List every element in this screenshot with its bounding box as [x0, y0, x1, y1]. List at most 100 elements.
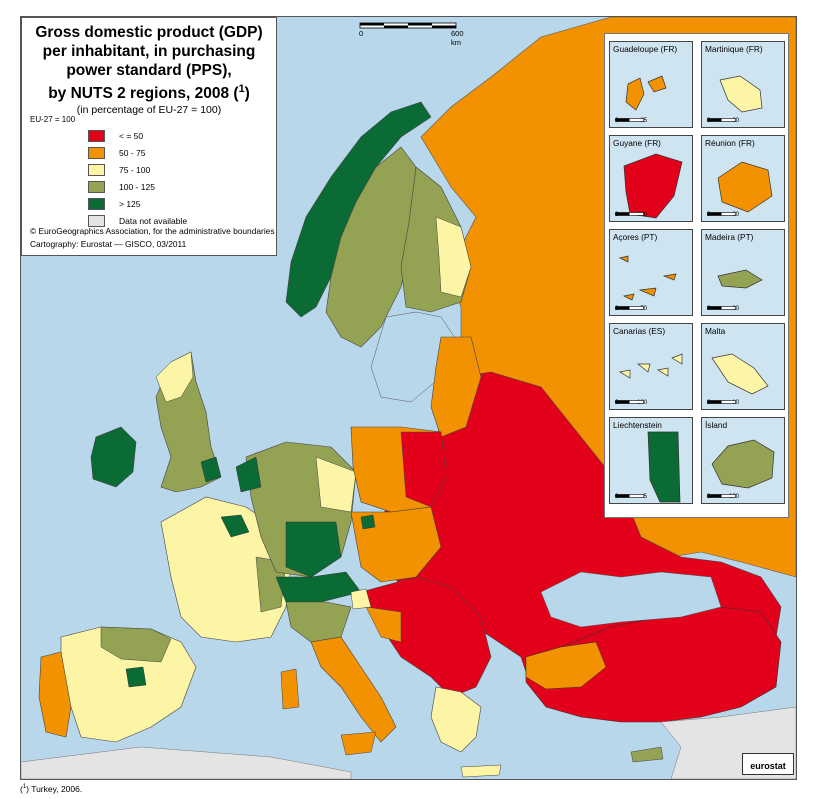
region-slovenia — [350, 588, 372, 610]
title-line-1: Gross domestic product (GDP) — [35, 24, 263, 41]
region-italy-south — [310, 636, 397, 743]
region-scotland — [155, 351, 194, 403]
inset-scale: 025 — [615, 118, 647, 124]
region-cyprus — [630, 746, 664, 763]
legend-swatch — [88, 180, 105, 193]
region-croatia — [365, 606, 402, 643]
inset-label: Malta — [705, 326, 726, 336]
inset-label: Guyane (FR) — [613, 138, 661, 148]
region-germany-east — [315, 456, 357, 513]
inset-scale: 05 — [615, 494, 647, 500]
inset-map: Guadeloupe (FR) 025 — [609, 41, 693, 128]
region-spain-north — [100, 626, 172, 663]
footnote-text: Turkey, 2006. — [31, 784, 83, 794]
credit-boundaries: © EuroGeographics Association, for the a… — [30, 226, 275, 236]
region-france — [160, 496, 292, 643]
region-ireland — [90, 426, 137, 488]
region-portugal — [38, 651, 72, 738]
inset-shape — [717, 269, 763, 289]
inset-map: Malta 010 — [701, 323, 785, 410]
legend-label: Data not available — [119, 215, 188, 226]
region-madrid — [125, 666, 147, 688]
region-turkey — [525, 606, 782, 723]
region-netherlands — [235, 456, 262, 493]
legend-row: 100 - 125 — [88, 180, 155, 193]
inset-map: Martinique (FR) 020 — [701, 41, 785, 128]
legend-label: 75 - 100 — [119, 164, 151, 175]
region-france-paris — [220, 514, 250, 538]
inset-label: Guadeloupe (FR) — [613, 44, 678, 54]
inset-shape — [711, 353, 769, 395]
inset-shape — [619, 353, 683, 379]
region-italy-north — [285, 601, 352, 643]
inset-label: Martinique (FR) — [705, 44, 763, 54]
inset-shape — [623, 153, 683, 219]
region-finland-east — [435, 216, 472, 298]
inset-scale: 010 — [707, 400, 739, 406]
region-sicily — [340, 731, 377, 756]
region-poland-east — [400, 431, 447, 508]
legend-swatch — [88, 197, 105, 210]
credit-cartography: Cartography: Eurostat — GISCO, 03/2011 — [30, 239, 187, 249]
region-prague — [360, 514, 376, 530]
footnote-number: 1 — [22, 784, 27, 791]
legend-label: 50 - 75 — [119, 147, 146, 158]
inset-label: Réunion (FR) — [705, 138, 755, 148]
region-turkey-west — [525, 641, 607, 690]
region-sardinia — [280, 668, 300, 710]
scale-bar-graphic — [359, 22, 457, 29]
legend-swatch — [88, 146, 105, 159]
legend-swatch — [88, 129, 105, 142]
region-london — [200, 456, 222, 483]
legend-subtitle: (in percentage of EU-27 = 100) — [76, 104, 222, 117]
legend: Gross domestic product (GDP) per inhabit… — [21, 17, 277, 256]
eurostat-logo: eurostat — [742, 753, 794, 775]
inset-map: Réunion (FR) 020 — [701, 135, 785, 222]
legend-row: 75 - 100 — [88, 163, 150, 176]
inset-label: Canarias (ES) — [613, 326, 666, 336]
inset-label: Açores (PT) — [613, 232, 658, 242]
inset-map: Liechtenstein 05 — [609, 417, 693, 504]
inset-scale: 020 — [707, 212, 739, 218]
region-balkans — [360, 576, 492, 698]
inset-panel: Guadeloupe (FR) 025 Martinique (FR) 020 Guya… — [604, 33, 789, 518]
legend-row: 50 - 75 — [88, 146, 145, 159]
legend-label: 100 - 125 — [119, 181, 155, 192]
inset-scale: 050 — [615, 306, 647, 312]
black-sea — [540, 571, 722, 628]
legend-label: < = 50 — [119, 130, 144, 141]
scale-bar: 0 600 km — [359, 18, 469, 47]
footnote: (1) Turkey, 2006. — [20, 784, 83, 794]
title-note: 1 — [238, 83, 245, 95]
scale-start: 0 — [359, 29, 364, 38]
region-baltics — [430, 336, 482, 438]
inset-shape — [625, 75, 667, 111]
region-norway — [285, 101, 432, 318]
region-crete — [460, 764, 502, 778]
legend-row: Data not available — [88, 214, 187, 227]
map-frame: Gross domestic product (GDP) per inhabit… — [20, 16, 797, 780]
region-greece — [430, 686, 482, 753]
scale-end: 600 km — [451, 29, 464, 47]
inset-label: Liechtenstein — [613, 420, 662, 430]
region-north-africa — [21, 746, 352, 779]
title-line-3: power standard (PPS), — [66, 62, 232, 79]
inset-shape — [719, 75, 763, 113]
legend-base-label: EU-27 = 100 — [30, 115, 76, 124]
legend-row: > 125 — [88, 197, 141, 210]
inset-map: Açores (PT) 050 — [609, 229, 693, 316]
legend-row: < = 50 — [88, 129, 143, 142]
inset-scale: 020 — [707, 118, 739, 124]
legend-swatch — [88, 214, 105, 227]
inset-scale: 020 — [707, 306, 739, 312]
inset-shape — [711, 439, 775, 489]
region-germany-south — [285, 521, 342, 578]
inset-shape — [618, 255, 677, 301]
legend-title: Gross domestic product (GDP) per inhabit… — [22, 23, 276, 103]
legend-swatch — [88, 163, 105, 176]
inset-label: Ísland — [705, 420, 728, 430]
